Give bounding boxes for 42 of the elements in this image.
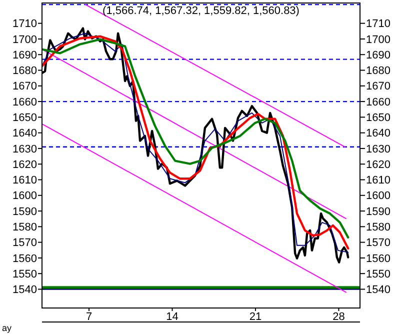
y2-tick-label: 1610: [366, 174, 390, 187]
y-tick-label: 1560: [12, 252, 37, 265]
y-tick-label: 1670: [12, 80, 37, 93]
y2-tick-label: 1560: [366, 252, 390, 265]
y-tick-label: 1690: [12, 49, 37, 62]
y-tick-label: 1610: [12, 174, 37, 187]
y-tick-label: 1650: [12, 112, 37, 124]
x-tick-label: 28: [332, 311, 345, 323]
y2-tick-label: 1550: [366, 268, 390, 280]
y-tick-label: 1660: [12, 96, 37, 108]
x-tick-label: 21: [249, 311, 262, 323]
y2-tick-label: 1620: [366, 158, 390, 171]
y-tick-label: 1600: [12, 190, 37, 202]
y2-tick-label: 1670: [366, 80, 390, 93]
x-tick-label: 7: [86, 311, 92, 323]
y2-tick-label: 1660: [366, 96, 390, 108]
x-tick-label: 14: [166, 311, 178, 323]
y-tick-label: 1570: [12, 237, 37, 250]
text: ay: [2, 323, 12, 333]
y2-tick-label: 1600: [366, 190, 390, 202]
y2-tick-label: 1570: [366, 237, 390, 250]
y2-tick-label: 1630: [366, 143, 390, 156]
y2-tick-label: 1700: [366, 34, 390, 46]
y-tick-label: 1580: [12, 222, 37, 234]
y-tick-label: 1710: [12, 18, 37, 30]
y-tick-label: 1680: [12, 65, 37, 78]
y-tick-label: 1550: [12, 268, 37, 280]
y-tick-label: 1540: [12, 284, 37, 296]
y-tick-label: 1620: [12, 158, 37, 171]
y2-tick-label: 1540: [366, 284, 390, 296]
y2-tick-label: 1680: [366, 65, 390, 78]
y-tick-label: 1640: [12, 128, 37, 140]
y2-tick-label: 1590: [366, 206, 390, 218]
y-tick-label: 1700: [12, 34, 37, 46]
y2-tick-label: 1640: [366, 128, 390, 140]
y2-tick-label: 1710: [366, 18, 390, 30]
y2-tick-label: 1690: [366, 49, 390, 62]
y-tick-label: 1590: [12, 206, 37, 218]
y-tick-label: 1630: [12, 143, 37, 156]
y2-tick-label: 1580: [366, 222, 390, 234]
chart-title: (1,566.74, 1,567.32, 1,559.82, 1,560.83): [102, 5, 300, 17]
y2-tick-label: 1650: [366, 112, 390, 124]
